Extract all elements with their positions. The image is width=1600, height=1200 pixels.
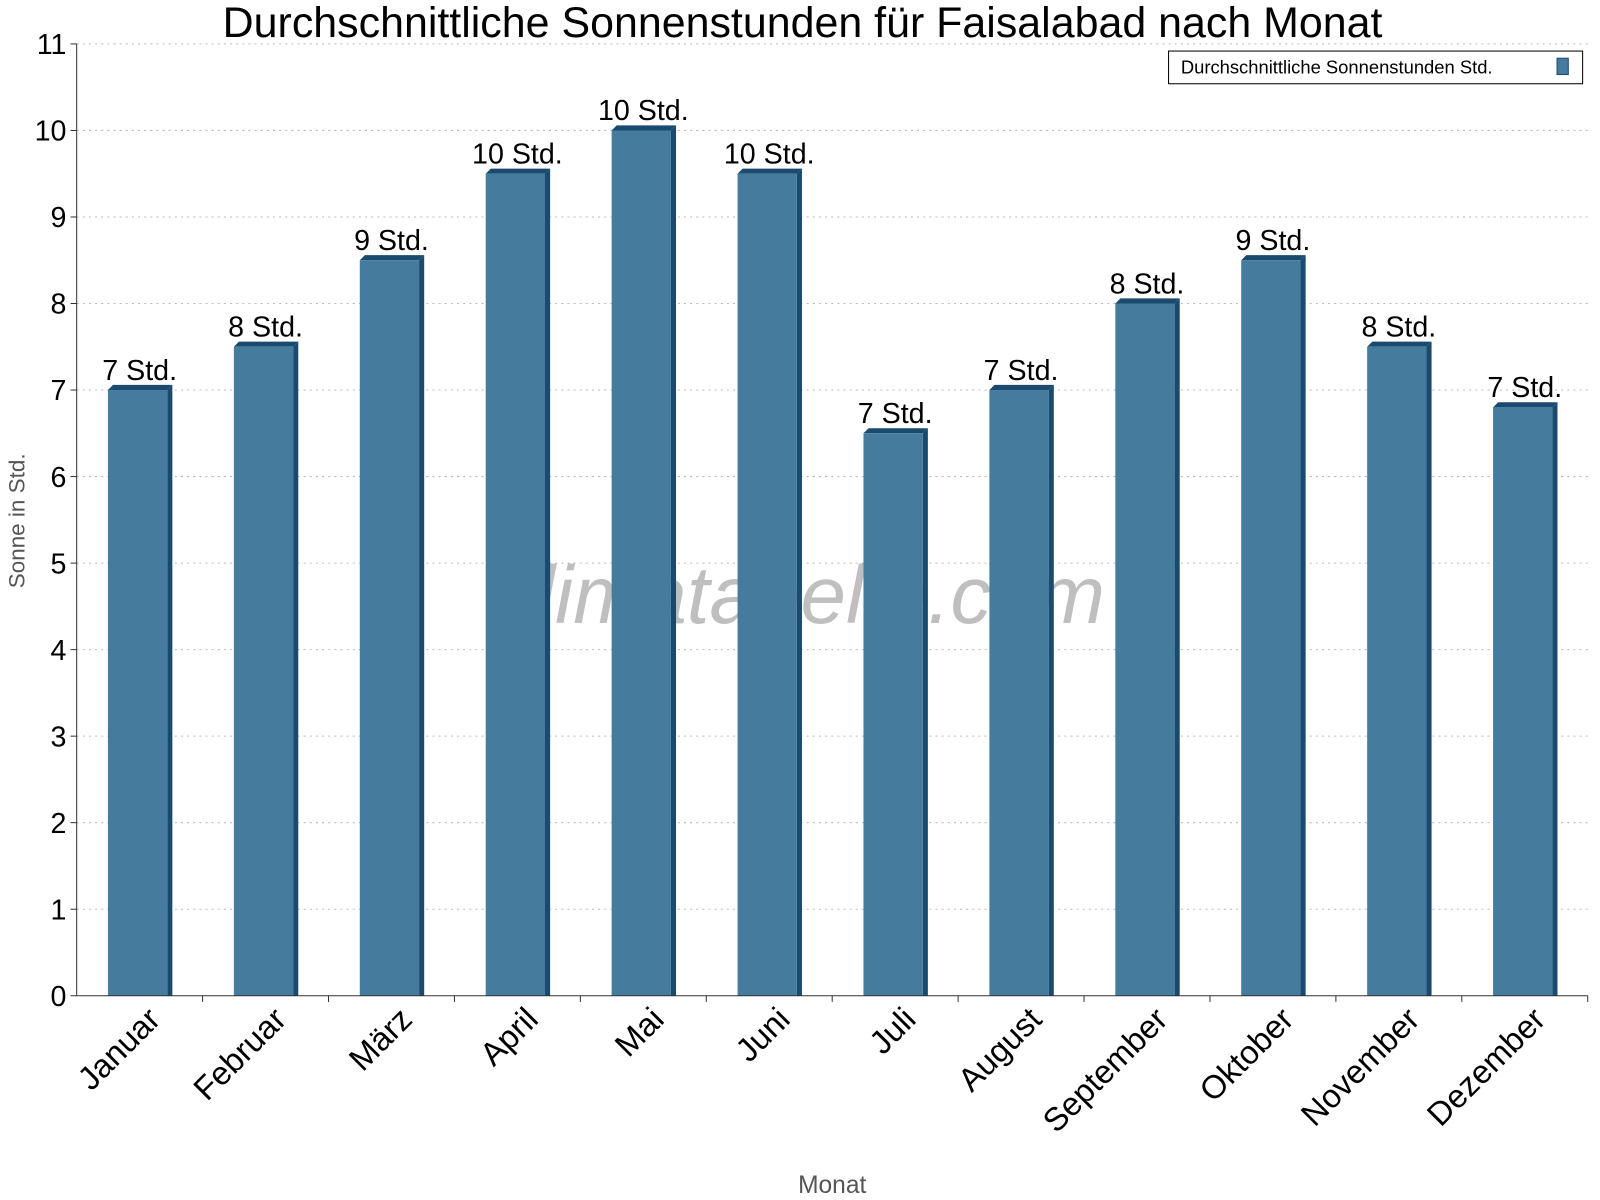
bar: [989, 390, 1049, 996]
bar: [107, 390, 168, 996]
chart-title: Durchschnittliche Sonnenstunden für Fais…: [223, 0, 1383, 47]
bar-top: [485, 168, 551, 174]
x-tick-label: Januar: [70, 1000, 167, 1097]
y-tick-label: 1: [51, 894, 67, 926]
bar-side: [796, 168, 802, 996]
bar-januar: 7 Std.: [102, 355, 177, 996]
legend-swatch: [1556, 57, 1569, 76]
bar-top: [1367, 341, 1432, 347]
bar-side: [419, 255, 425, 996]
y-tick-label: 7: [51, 375, 67, 407]
bar-side: [1174, 298, 1180, 996]
bar: [1115, 303, 1175, 996]
x-tick-label: Mai: [607, 1000, 670, 1063]
bar-top: [989, 384, 1054, 391]
bar-top: [1493, 402, 1558, 408]
data-label: 10 Std.: [724, 139, 815, 171]
grid-lines: [76, 43, 1588, 910]
bar-top: [1115, 298, 1180, 304]
data-label: 8 Std.: [228, 312, 303, 344]
legend-box: [1168, 50, 1584, 85]
bar-side: [293, 341, 299, 996]
bar: [233, 346, 294, 996]
bar-top: [1241, 255, 1306, 261]
bar-top: [737, 168, 802, 174]
bar-top: [233, 341, 299, 347]
data-label: 9 Std.: [1236, 225, 1311, 257]
data-label: 9 Std.: [354, 225, 429, 257]
data-label: 7 Std.: [1487, 372, 1562, 404]
x-axis-label: Monat: [798, 1172, 866, 1199]
bar-top: [863, 428, 928, 434]
bar: [611, 130, 671, 996]
bar-februar: 8 Std.: [228, 312, 303, 996]
bars: 7 Std. 8 Std. 9 Std. 10 Std. 10 Std. 10 Std. 7…: [102, 95, 1562, 996]
bar-side: [1426, 341, 1432, 996]
legend-label: Durchschnittliche Sonnenstunden Std.: [1181, 57, 1493, 78]
bar-dezember: 7 Std.: [1487, 372, 1562, 996]
bar: [1493, 407, 1553, 996]
data-label: 7 Std.: [858, 398, 933, 430]
bar-juni: 10 Std.: [724, 139, 815, 996]
y-axis: 0 1 2 3 4 5 6 7 8 9 10 11: [35, 29, 77, 1013]
bar-mai: 10 Std.: [598, 95, 689, 996]
bar: [1241, 260, 1301, 996]
bar: [1367, 346, 1427, 996]
bar-side: [922, 428, 928, 996]
bar-side: [1552, 402, 1558, 996]
data-label: 8 Std.: [1110, 268, 1185, 300]
bar-juli: 7 Std.: [858, 398, 933, 996]
bar: [359, 260, 420, 996]
y-tick-label: 10: [35, 116, 67, 148]
bar-märz: 9 Std.: [354, 225, 429, 996]
bar-oktober: 9 Std.: [1236, 225, 1311, 996]
bar: [863, 433, 923, 996]
bar-september: 8 Std.: [1110, 268, 1185, 996]
x-tick-label: Juni: [728, 1000, 797, 1069]
bar-side: [1048, 384, 1054, 996]
y-tick-label: 5: [51, 548, 67, 580]
data-label: 8 Std.: [1361, 312, 1436, 344]
x-tick-label: März: [341, 1000, 419, 1077]
x-tick-label: April: [472, 1000, 544, 1072]
bar: [737, 173, 797, 996]
y-tick-label: 0: [51, 981, 67, 1013]
y-tick-label: 6: [51, 462, 67, 494]
x-tick-label: Juli: [862, 1000, 923, 1061]
y-tick-label: 8: [51, 289, 67, 321]
bar: [485, 173, 546, 996]
y-tick-label: 11: [37, 29, 67, 61]
data-label: 7 Std.: [984, 355, 1059, 387]
x-tick-label: Oktober: [1192, 1000, 1301, 1108]
data-label: 10 Std.: [598, 95, 689, 127]
bar-april: 10 Std.: [472, 139, 563, 996]
x-tick-label: Februar: [186, 1000, 293, 1107]
bar-november: 8 Std.: [1361, 312, 1436, 996]
bar-side: [670, 125, 677, 996]
y-tick-label: 3: [51, 721, 67, 753]
bar-top: [107, 384, 173, 391]
bar-august: 7 Std.: [984, 355, 1059, 996]
y-tick-label: 4: [51, 635, 67, 667]
x-tick-label: November: [1293, 1000, 1426, 1133]
x-tick-label: Dezember: [1419, 1000, 1552, 1133]
legend: Durchschnittliche Sonnenstunden Std.: [1168, 50, 1584, 85]
bar-side: [545, 168, 551, 996]
bar-top: [611, 125, 677, 131]
bar-side: [1300, 255, 1306, 996]
y-tick-label: 9: [51, 202, 67, 234]
data-label: 10 Std.: [472, 139, 563, 171]
data-label: 7 Std.: [102, 355, 177, 387]
x-tick-label: September: [1035, 1000, 1174, 1139]
y-axis-label: Sonne in Std.: [5, 453, 30, 588]
x-axis: Januar Februar März April Mai Juni Juli AugustS…: [70, 995, 1589, 1139]
y-tick-label: 2: [51, 808, 67, 840]
x-tick-label: August: [950, 1000, 1048, 1098]
bar-top: [359, 255, 425, 261]
bar-side: [167, 384, 173, 996]
